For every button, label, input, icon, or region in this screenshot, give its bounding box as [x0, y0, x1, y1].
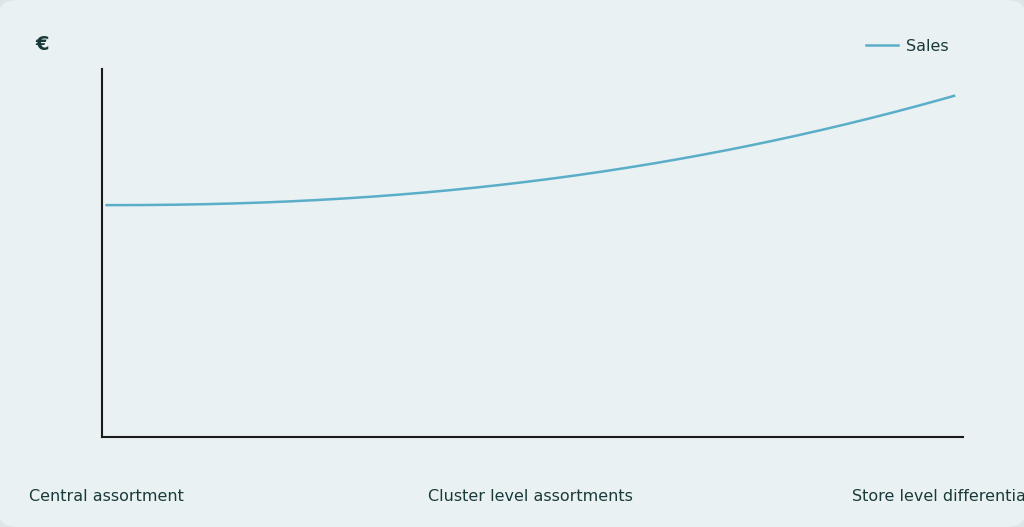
Text: Store level differentiation: Store level differentiation [852, 489, 1024, 504]
Text: Cluster level assortments: Cluster level assortments [428, 489, 633, 504]
Text: Central assortment: Central assortment [30, 489, 184, 504]
Legend: Sales: Sales [859, 32, 954, 60]
Text: €: € [36, 35, 49, 54]
